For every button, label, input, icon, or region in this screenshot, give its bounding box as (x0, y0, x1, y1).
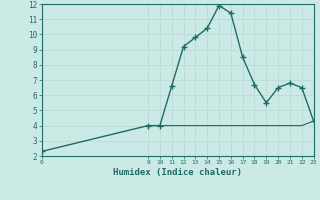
X-axis label: Humidex (Indice chaleur): Humidex (Indice chaleur) (113, 168, 242, 177)
